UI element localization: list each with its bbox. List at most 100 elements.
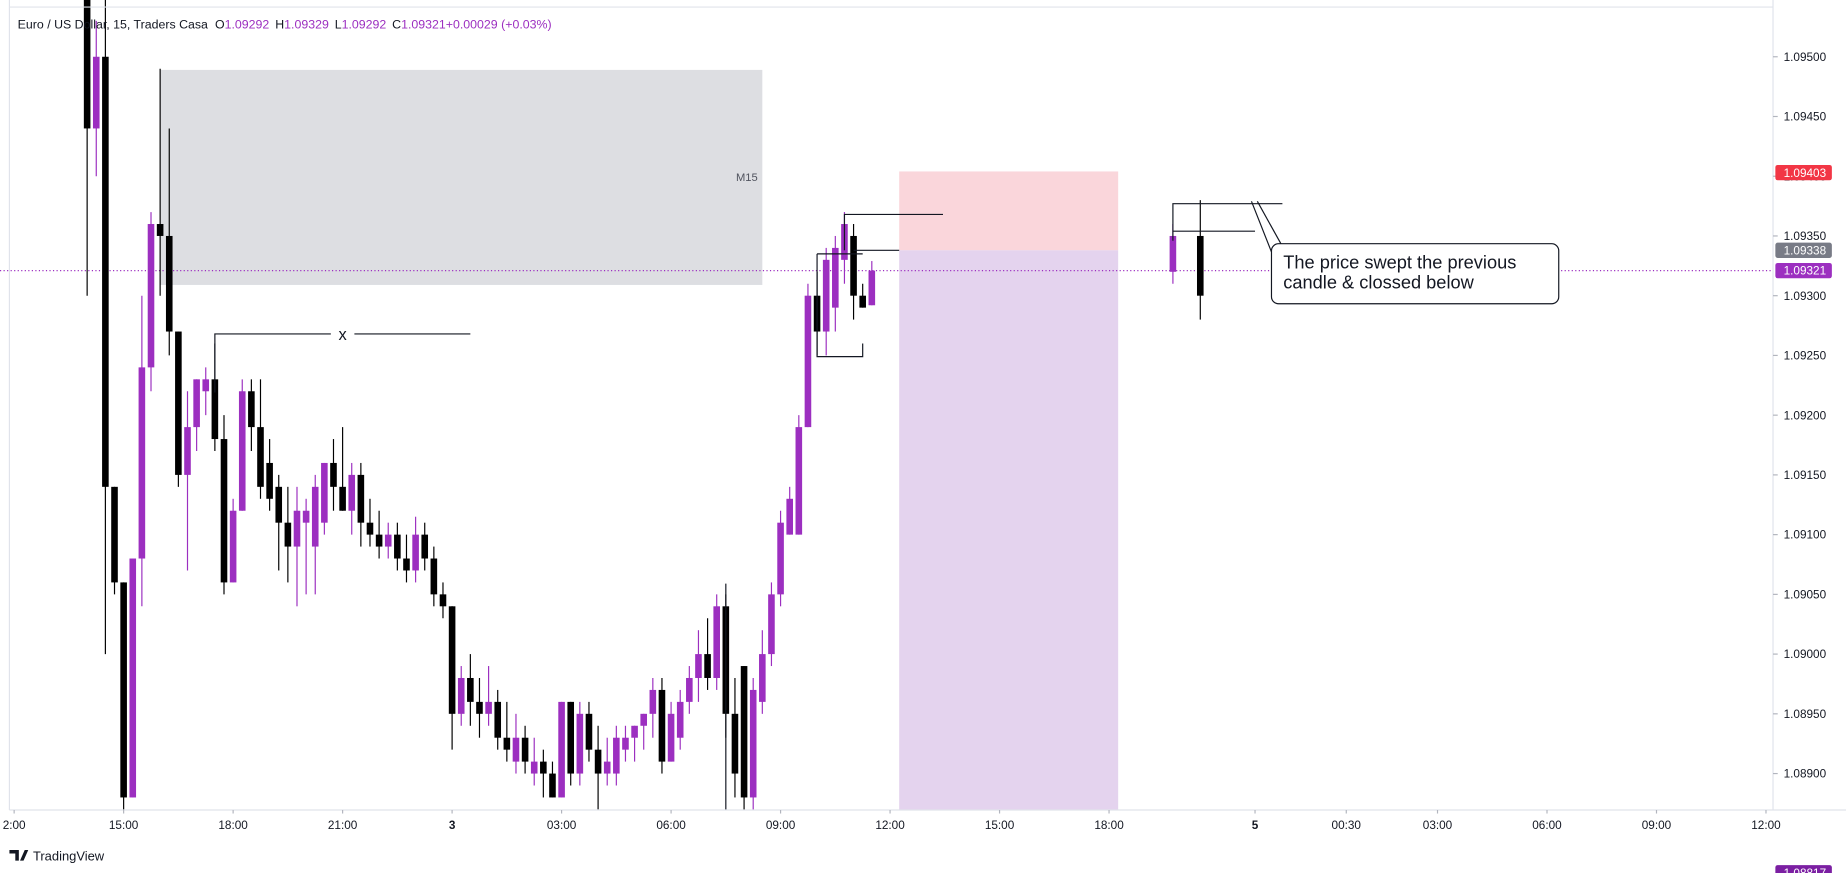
candle-body [467, 677, 474, 702]
stat-value: +0.00029 (+0.03%) [446, 17, 552, 31]
header: Euro / US Dollar, 15, Traders Casa O1.092… [18, 17, 552, 31]
candle-body [832, 247, 839, 308]
candle-body [576, 713, 584, 774]
x-tick-label: 09:00 [766, 819, 796, 832]
y-tick-label: 1.09250 [1784, 350, 1827, 363]
candle-body [622, 737, 629, 750]
candle-body [211, 379, 219, 440]
candle-body [184, 427, 191, 475]
candle-body [229, 510, 237, 583]
stat-key: L [335, 17, 342, 31]
x-tick-label: 3 [449, 819, 456, 832]
candle-body [257, 427, 264, 487]
drawn-line [816, 253, 864, 358]
x-tick-label: 06:00 [656, 819, 686, 832]
price-tag [1775, 164, 1832, 181]
symbol: Euro / US Dollar, 15, Traders Casa [18, 17, 208, 31]
y-tick-label: 1.09450 [1784, 111, 1827, 124]
candle-body [640, 713, 648, 726]
candle-body [348, 474, 356, 511]
candle-body [1196, 235, 1204, 296]
candle-body [859, 295, 866, 308]
stat-key: C [392, 17, 401, 31]
x-tick-label: 18:00 [1094, 819, 1124, 832]
x-tick-label: 21:00 [328, 819, 358, 832]
zone [899, 250, 1119, 810]
x-tick-label: 00:30 [1332, 819, 1362, 832]
stat-key: O [215, 17, 225, 31]
candle-body [676, 701, 684, 738]
y-tick-label: 1.08900 [1784, 768, 1827, 781]
drawn-line [843, 213, 943, 251]
y-tick-label: 1.09200 [1784, 409, 1827, 422]
candle-body [603, 761, 611, 774]
candle-body [321, 462, 328, 523]
y-tick-label: 1.09050 [1784, 588, 1827, 601]
candle-body [786, 498, 793, 535]
x-tick-label: 15:00 [985, 819, 1015, 832]
x-tick-label: 03:00 [547, 819, 577, 832]
candle-body [92, 56, 100, 129]
label-bg [330, 326, 355, 341]
candle-body [667, 713, 675, 762]
candle-body [384, 534, 392, 547]
candle-body [695, 654, 702, 678]
price-tag-label: 1.08817 [1784, 867, 1827, 873]
candle-body [111, 486, 118, 583]
candle-body [658, 689, 666, 762]
candle-body [311, 486, 319, 547]
candle-body [567, 701, 575, 774]
axes: 1.08900 1.08950 1.09000 1.09050 1.09100 1.091… [3, 51, 1832, 873]
candle-body [339, 486, 346, 511]
candle-body [850, 235, 857, 296]
candle-body [238, 391, 246, 511]
candle-body [147, 224, 155, 368]
callout-text: candle & clossed below [1283, 271, 1474, 292]
candle-body [686, 677, 693, 702]
candle-body [594, 749, 602, 774]
price-tag-label: 1.09403 [1784, 167, 1827, 180]
stat-value: 1.09329 [284, 17, 329, 31]
candle-body [777, 522, 784, 595]
candle-body [549, 773, 556, 798]
chart-label: x [338, 326, 347, 344]
stat-value: 1.09292 [342, 17, 387, 31]
candle-body [357, 474, 365, 523]
candle-body [512, 737, 520, 762]
candle-body [284, 522, 292, 547]
candle-body [476, 701, 483, 714]
candle-body [613, 737, 620, 774]
callout: The price swept the previous candle & cl… [1250, 201, 1560, 305]
candle-body [731, 713, 739, 774]
y-tick-label: 1.09100 [1784, 529, 1827, 542]
x-tick-label: 03:00 [1423, 819, 1453, 832]
candle-body [175, 331, 182, 475]
candle-body [704, 654, 711, 678]
candle-body [394, 534, 401, 559]
candle-body [293, 510, 301, 547]
price-tag [1775, 865, 1832, 873]
candle-body [759, 654, 766, 702]
callout-pointer [1256, 201, 1282, 245]
candle-body [457, 677, 465, 714]
candle-body [768, 594, 775, 655]
candle-body [120, 582, 127, 798]
x-tick-label: 18:00 [218, 819, 248, 832]
candle-body [503, 737, 511, 750]
candle-body [749, 689, 757, 798]
logo-text: TradingView [33, 849, 105, 864]
candle-body [266, 462, 273, 499]
candle-body [558, 701, 565, 798]
candle-body [375, 534, 383, 547]
x-tick-label: 06:00 [1532, 819, 1562, 832]
candle-body [102, 56, 109, 487]
stat-value: 1.09292 [225, 17, 270, 31]
candle-body [439, 594, 447, 607]
callout-pointer [1250, 201, 1273, 253]
candle-body [585, 713, 593, 750]
candle-body [421, 534, 429, 559]
x-tick-label: 15:00 [109, 819, 139, 832]
stat-key: H [275, 17, 284, 31]
